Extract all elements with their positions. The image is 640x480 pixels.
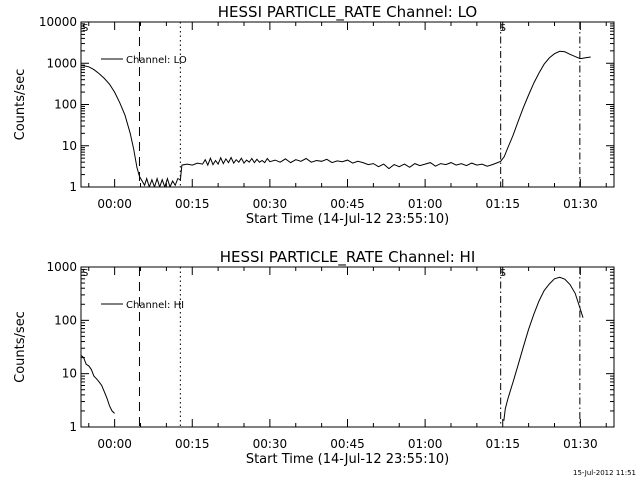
x-tick-label: 00:00: [97, 437, 132, 451]
y-tick-label: 10: [62, 367, 77, 381]
y-tick-label: 100: [54, 98, 77, 112]
y-tick-label: 1: [69, 180, 77, 194]
plot-frame: [80, 266, 615, 428]
y-tick-label: 10: [62, 139, 77, 153]
plot-frame: [80, 21, 615, 188]
left-marker-label: S: [82, 23, 88, 34]
x-tick-label: 01:30: [563, 437, 598, 451]
y-tick-label: 10000: [39, 15, 77, 29]
series-line: [81, 50, 591, 187]
legend-label: Channel: LO: [126, 55, 187, 66]
x-tick-label: 00:15: [175, 197, 210, 211]
x-tick-label: 01:00: [408, 197, 443, 211]
y-tick-label: 1000: [46, 260, 77, 274]
x-tick-label: 00:00: [97, 197, 132, 211]
x-tick-label: 01:15: [485, 197, 520, 211]
x-tick-label: 00:15: [175, 437, 210, 451]
chart-title: HESSI PARTICLE_RATE Channel: LO: [218, 3, 477, 22]
y-tick-label: 100: [54, 313, 77, 327]
x-tick-label: 00:30: [253, 437, 288, 451]
chart-panel-1: HESSI PARTICLE_RATE Channel: LO 00:00 00:1…: [13, 3, 615, 227]
x-axis-label: Start Time (14-Jul-12 23:55:10): [246, 212, 449, 227]
x-tick-label: 01:00: [408, 437, 443, 451]
chart-title: HESSI PARTICLE_RATE Channel: HI: [220, 248, 476, 267]
left-marker-label: S: [82, 268, 88, 279]
series-line: [81, 355, 115, 414]
legend-label: Channel: HI: [126, 300, 184, 311]
y-tick-label: 1000: [46, 56, 77, 70]
x-tick-label: 00:45: [330, 197, 365, 211]
y-axis-label: Counts/sec: [13, 311, 28, 383]
y-tick-label: 1: [69, 420, 77, 434]
y-axis-label: Counts/sec: [13, 69, 28, 141]
x-tick-label: 00:45: [330, 437, 365, 451]
x-axis-label: Start Time (14-Jul-12 23:55:10): [246, 452, 449, 467]
series-group: [81, 50, 591, 187]
x-tick-label: 00:30: [253, 197, 288, 211]
marker-label: S: [500, 23, 506, 34]
x-tick-label: 01:15: [485, 437, 520, 451]
series-line: [503, 276, 584, 421]
series-group: [81, 276, 584, 421]
footer-timestamp: 15-Jul-2012 11:51: [573, 469, 636, 477]
x-tick-label: 01:30: [563, 197, 598, 211]
marker-label: S: [500, 268, 506, 279]
chart-panel-2: HESSI PARTICLE_RATE Channel: HI 00:00 00:1…: [13, 248, 615, 467]
